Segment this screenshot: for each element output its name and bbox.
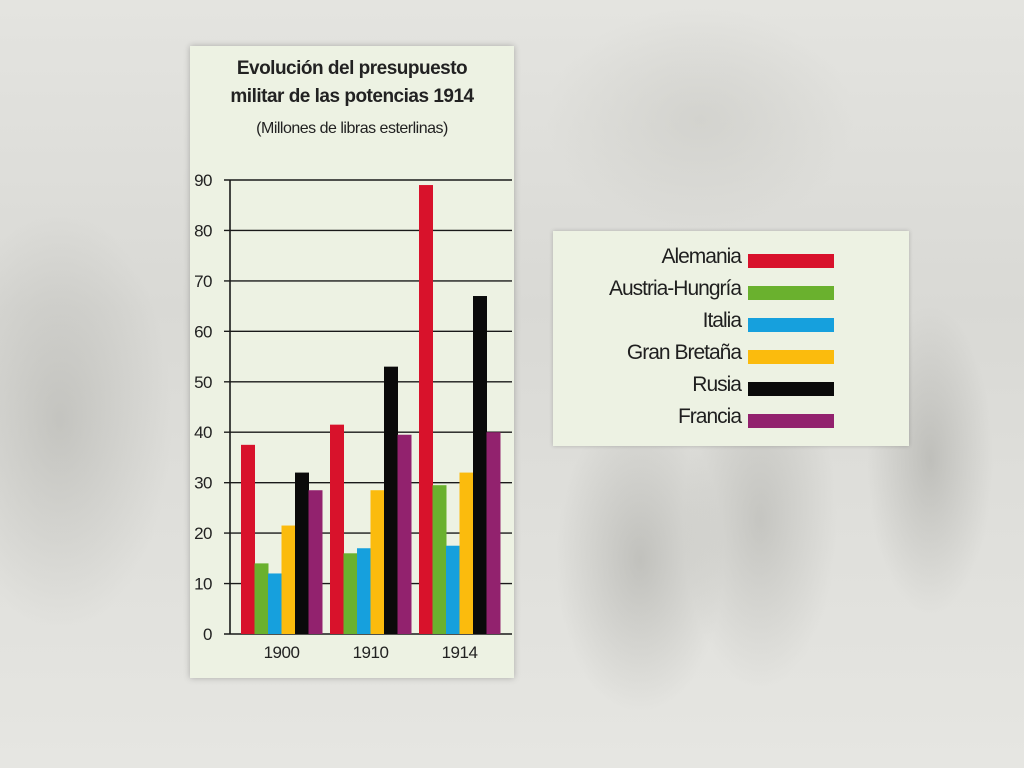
y-tick-label: 90 (194, 171, 212, 190)
y-tick-label: 30 (194, 474, 212, 493)
legend-swatch (748, 254, 834, 268)
legend-label: Rusia (692, 373, 742, 396)
legend-item-austria-hungria: Austria-Hungría (553, 275, 909, 305)
chart-panel: Evolución del presupuesto militar de las… (190, 46, 514, 678)
bar-alemania-1914 (419, 185, 433, 635)
legend-label: Italia (702, 309, 742, 332)
y-tick-label: 80 (194, 221, 212, 240)
bar-austria-hungr-a-1900 (254, 563, 269, 634)
bar-rusia-1910 (384, 366, 398, 634)
legend-item-francia: Francia (553, 403, 909, 433)
x-tick-label: 1914 (442, 643, 478, 662)
y-tick-label: 20 (194, 524, 212, 543)
bar-gran-breta-a-1910 (370, 490, 385, 634)
bar-francia-1910 (397, 434, 412, 634)
y-tick-label: 10 (194, 575, 212, 594)
legend-item-italia: Italia (553, 307, 909, 337)
bar-gran-breta-a-1900 (281, 525, 296, 634)
bar-rusia-1914 (473, 296, 487, 634)
bar-rusia-1900 (295, 472, 309, 634)
bar-italia-1914 (446, 545, 460, 634)
bar-francia-1900 (308, 490, 323, 634)
legend-swatch (748, 350, 834, 364)
bar-alemania-1910 (330, 424, 344, 634)
legend-label: Francia (677, 405, 742, 428)
y-tick-label: 60 (194, 322, 212, 341)
bar-austria-hungr-a-1910 (343, 553, 358, 634)
legend-item-gran-bretana: Gran Bretaña (553, 339, 909, 369)
chart-subtitle: (Millones de libras esterlinas) (256, 120, 448, 137)
legend-swatch (748, 318, 834, 332)
legend-label: Gran Bretaña (626, 341, 742, 364)
legend-swatch (748, 414, 834, 428)
legend-swatch (748, 286, 834, 300)
chart-title-line-1: Evolución del presupuesto (236, 58, 468, 79)
x-tick-label: 1910 (353, 643, 389, 662)
chart-title-line-2: militar de las potencias 1914 (230, 86, 474, 107)
y-tick-label: 40 (194, 423, 212, 442)
bar-alemania-1900 (241, 444, 255, 634)
bar-italia-1910 (357, 548, 371, 634)
legend: Alemania Austria-Hungría Italia Gran Bre… (553, 231, 909, 446)
y-tick-label: 0 (203, 625, 212, 644)
bar-chart: 0 10 20 30 40 50 60 70 80 90 1900 1910 1914 (194, 171, 512, 662)
bar-italia-1900 (268, 573, 282, 634)
legend-item-alemania: Alemania (553, 243, 909, 273)
bar-gran-breta-a-1914 (459, 472, 474, 634)
bar-francia-1914 (486, 432, 501, 634)
x-tick-label: 1900 (264, 643, 300, 662)
legend-item-rusia: Rusia (553, 371, 909, 401)
legend-swatch (748, 382, 834, 396)
y-tick-label: 70 (194, 272, 212, 291)
legend-label: Austria-Hungría (608, 277, 742, 300)
legend-label: Alemania (661, 245, 742, 268)
y-tick-label: 50 (194, 373, 212, 392)
bar-austria-hungr-a-1914 (432, 485, 447, 634)
